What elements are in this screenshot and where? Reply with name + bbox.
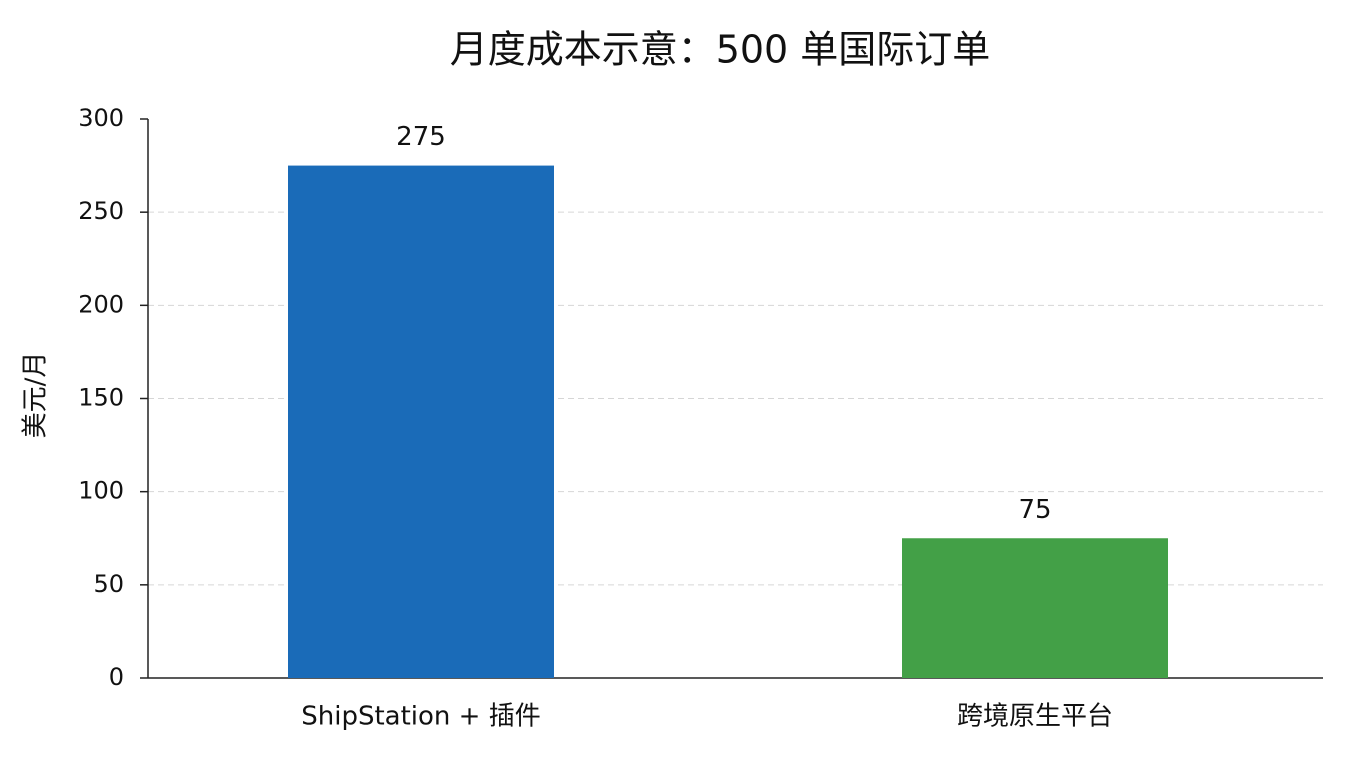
y-tick-label: 200 [78,290,124,318]
y-tick-label: 300 [78,104,124,132]
y-axis-label: 美元/月 [21,352,51,439]
bar [288,165,554,679]
value-label: 75 [1018,495,1051,525]
x-tick-label: 跨境原生平台 [957,702,1113,732]
x-tick-label: ShipStation + 插件 [301,702,540,732]
y-tick-label: 150 [78,384,124,412]
chart-title: 月度成本示意：500 单国际订单 [450,28,991,72]
y-tick-label: 250 [78,197,124,225]
y-tick-label: 0 [109,663,124,691]
y-tick-label: 50 [93,570,124,598]
y-tick-label: 100 [78,477,124,505]
value-label: 275 [396,122,446,152]
bar [902,538,1168,678]
